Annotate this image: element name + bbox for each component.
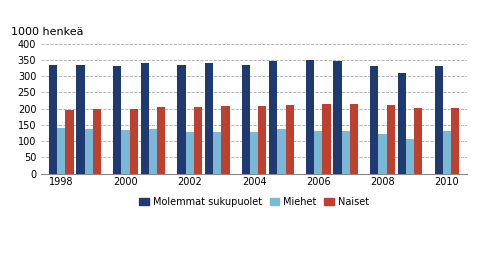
Bar: [434, 66, 443, 174]
Bar: [66, 110, 74, 174]
Bar: [306, 60, 314, 174]
Bar: [278, 129, 286, 174]
Bar: [77, 65, 85, 174]
Bar: [342, 130, 350, 174]
Bar: [57, 128, 66, 174]
Bar: [113, 66, 121, 174]
Legend: Molemmat sukupuolet, Miehet, Naiset: Molemmat sukupuolet, Miehet, Naiset: [135, 193, 373, 210]
Bar: [221, 106, 229, 174]
Bar: [242, 65, 250, 174]
Bar: [49, 65, 57, 174]
Bar: [322, 103, 331, 174]
Bar: [286, 105, 294, 174]
Bar: [93, 109, 101, 174]
Bar: [451, 108, 459, 174]
Bar: [194, 107, 202, 174]
Bar: [334, 61, 342, 174]
Bar: [177, 65, 186, 174]
Bar: [258, 106, 267, 174]
Bar: [205, 63, 213, 174]
Bar: [350, 104, 358, 174]
Bar: [414, 108, 422, 174]
Bar: [121, 130, 130, 174]
Bar: [130, 109, 138, 174]
Bar: [85, 129, 93, 174]
Bar: [406, 139, 414, 174]
Text: 1000 henkeä: 1000 henkeä: [12, 27, 84, 37]
Bar: [314, 131, 322, 174]
Bar: [149, 129, 157, 174]
Bar: [157, 107, 165, 174]
Bar: [370, 66, 378, 174]
Bar: [250, 132, 258, 174]
Bar: [443, 132, 451, 174]
Bar: [141, 63, 149, 174]
Bar: [387, 105, 395, 174]
Bar: [398, 73, 406, 174]
Bar: [378, 134, 387, 174]
Bar: [269, 61, 278, 174]
Bar: [213, 132, 221, 174]
Bar: [186, 132, 194, 174]
